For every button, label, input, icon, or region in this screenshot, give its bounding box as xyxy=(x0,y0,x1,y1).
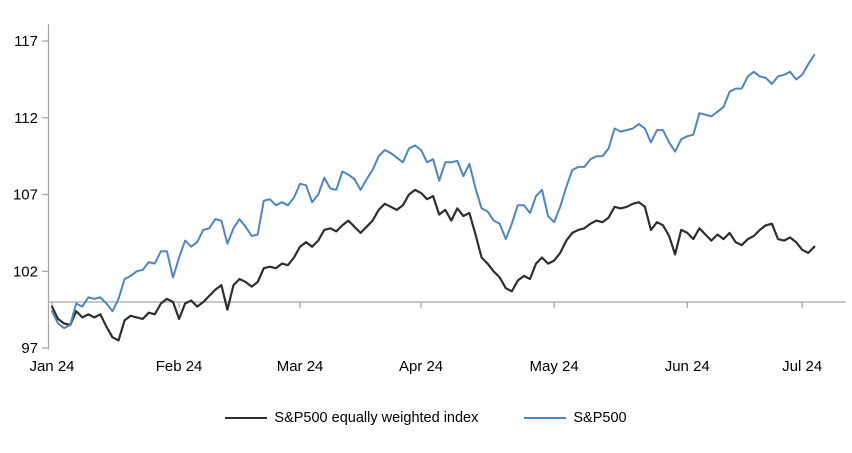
x-axis-tick-label: Feb 24 xyxy=(156,358,203,375)
y-axis-tick-label: 107 xyxy=(13,187,38,204)
legend-item-sp500: S&P500 xyxy=(524,410,627,426)
x-axis-tick-label: Jun 24 xyxy=(665,358,710,375)
series-line-sp500 xyxy=(51,53,816,330)
x-axis-tick-label: Jan 24 xyxy=(29,358,74,375)
y-axis-tick-label: 112 xyxy=(14,110,38,127)
x-axis-tick-label: Apr 24 xyxy=(399,358,443,375)
x-axis-tick-label: Jul 24 xyxy=(782,358,822,375)
chart-legend: S&P500 equally weighted index S&P500 xyxy=(0,410,852,426)
legend-label-sp500: S&P500 xyxy=(573,410,627,426)
y-axis-tick-label: 117 xyxy=(14,33,38,50)
x-axis-tick-label: May 24 xyxy=(530,358,579,375)
legend-line-swatch-blue xyxy=(524,417,567,419)
legend-label-equal-weight: S&P500 equally weighted index xyxy=(274,410,479,426)
y-axis-tick-label: 102 xyxy=(13,263,38,280)
legend-line-swatch-dark xyxy=(225,417,268,419)
series-line-equal-weight xyxy=(50,188,816,342)
x-axis-tick-label: Mar 24 xyxy=(277,358,324,375)
y-axis-tick-label: 97 xyxy=(21,340,38,357)
legend-item-equal-weight: S&P500 equally weighted index xyxy=(225,410,478,426)
